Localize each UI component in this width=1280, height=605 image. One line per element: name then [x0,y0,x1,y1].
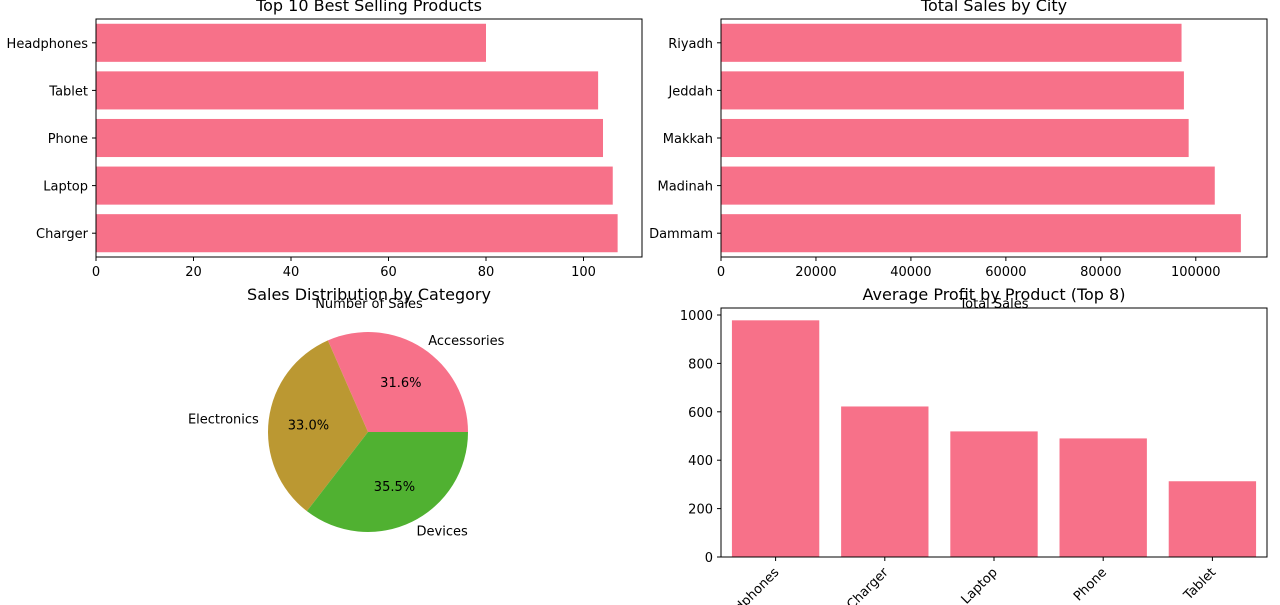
chart-city-sales: Riyadh Jeddah Makkah Madinah Dammam 0 20000 400… [649,0,1268,312]
x-tick-label: 60000 [985,265,1026,280]
pie-percent-label: 31.6% [380,376,421,391]
y-tick-label: 1000 [680,309,713,324]
plot-frame [720,18,1268,258]
bar [721,214,1241,253]
y-tick-label: Makkah [663,132,713,147]
bar [96,118,603,158]
bar [96,214,618,253]
y-tick-label: 0 [705,551,713,566]
bar [721,23,1182,62]
bar [841,406,929,557]
y-tick-label: Phone [48,132,88,147]
pie-label: Electronics [188,413,259,428]
bar [96,23,486,62]
chart-title: Total Sales by City [920,0,1067,15]
x-tick-label: Charger [844,565,892,605]
x-tick-label: 100 [571,265,596,280]
pie-label: Accessories [428,334,504,349]
y-tick-label: Madinah [658,180,714,195]
x-tick-label: 40 [283,265,300,280]
bar [731,320,820,557]
x-tick-label: 40000 [890,265,931,280]
chart-title: Average Profit by Product (Top 8) [863,285,1126,304]
pie-percent-label: 35.5% [374,480,415,495]
x-tick-label: 0 [717,265,725,280]
y-tick-label: 800 [688,357,713,372]
plot-frame [95,18,643,258]
bar [1168,481,1257,557]
y-tick-label: Charger [36,227,89,242]
y-tick-label: 200 [688,503,713,518]
x-tick-label: 20 [185,265,202,280]
y-tick-label: Headphones [7,37,89,52]
bar [950,431,1038,557]
y-tick-label: Riyadh [668,37,713,52]
x-tick-label: 100000 [1171,265,1221,280]
x-tick-label: 60 [380,265,397,280]
chart-category-pie: Accessories 31.6% Electronics 33.0% Devices 3… [188,285,505,540]
bar [96,166,613,205]
x-tick-label: 20000 [795,265,836,280]
y-tick-label: Dammam [649,227,713,242]
x-tick-label: Phone [1071,565,1110,604]
bar [721,166,1215,205]
x-axis-label: Number of Sales [315,297,423,312]
x-tick-label: Tablet [1181,565,1220,604]
chart-title: Sales Distribution by Category [247,285,491,304]
chart-title: Top 10 Best Selling Products [255,0,482,15]
bar [721,71,1184,110]
x-tick-label: Headphones [714,565,782,605]
pie-slice [267,340,368,512]
y-tick-label: Laptop [43,180,88,195]
pie-label: Devices [417,525,468,540]
y-tick-label: 400 [688,454,713,469]
pie-percent-label: 33.0% [288,419,329,434]
pie-slice [327,332,468,432]
bar [721,118,1189,158]
y-tick-label: Jeddah [667,84,713,99]
bar [96,71,599,110]
x-tick-label: Laptop [959,565,1001,605]
x-tick-label: 80 [478,265,495,280]
chart-avg-profit: Headphones Charger Laptop Phone Tablet 0 200 40… [680,285,1268,605]
chart-top-products: Headphones Tablet Phone Laptop Charger 0 20 40 6… [7,0,643,312]
y-tick-label: 600 [688,406,713,421]
pie-slice [306,432,468,532]
y-tick-label: Tablet [48,84,88,99]
x-tick-label: 80000 [1080,265,1121,280]
x-tick-label: 0 [92,265,100,280]
plot-frame [720,307,1268,558]
bar [1059,438,1147,557]
